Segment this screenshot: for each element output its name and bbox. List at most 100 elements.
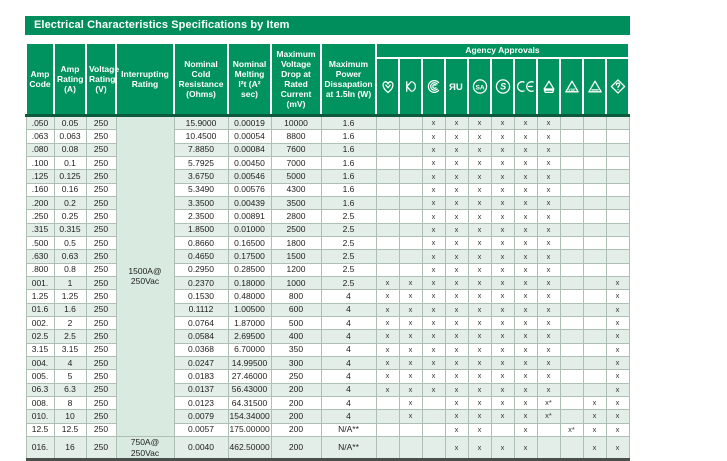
approval-mark-cell: x bbox=[444, 302, 469, 317]
power-dissipation-cell: 1.6 bbox=[320, 155, 377, 171]
approval-mark-cell: x bbox=[421, 262, 446, 277]
approval-mark-cell: x bbox=[536, 114, 561, 131]
approval-mark-cell bbox=[605, 155, 630, 171]
approval-mark-cell: x bbox=[467, 114, 492, 131]
voltage-rating-cell: 250 bbox=[85, 315, 117, 331]
amp-code-cell: .050 bbox=[25, 114, 55, 131]
approval-mark-cell: x bbox=[467, 422, 492, 437]
approval-mark-cell bbox=[375, 422, 400, 437]
voltage-rating-cell: 250 bbox=[85, 182, 117, 197]
approval-mark-cell bbox=[559, 235, 584, 251]
approval-mark-cell: x bbox=[513, 129, 538, 144]
approval-mark-cell: x bbox=[605, 369, 630, 384]
cold-resistance-cell: 7.8850 bbox=[173, 142, 229, 157]
approval-mark-cell: x bbox=[375, 289, 400, 304]
approval-mark-cell: x bbox=[605, 329, 630, 344]
approval-mark-cell: x bbox=[421, 342, 446, 357]
svg-text:SA: SA bbox=[475, 84, 484, 91]
approval-mark-cell: x* bbox=[536, 395, 561, 411]
approval-mark-cell: x bbox=[605, 382, 630, 397]
approval-mark-cell: x bbox=[375, 355, 400, 371]
voltage-rating-cell: 250 bbox=[85, 195, 117, 211]
approval-mark-cell: x bbox=[467, 209, 492, 224]
voltage-rating-cell: 250 bbox=[85, 129, 117, 144]
cold-resistance-cell: 0.0137 bbox=[173, 382, 229, 397]
cold-resistance-cell: 0.2950 bbox=[173, 262, 229, 277]
approval-mark-cell: x bbox=[444, 129, 469, 144]
ce-icon bbox=[513, 57, 538, 117]
approval-mark-cell: x bbox=[582, 409, 607, 424]
cold-resistance-cell: 5.7925 bbox=[173, 155, 229, 171]
approval-mark-cell bbox=[559, 262, 584, 277]
cold-resistance-cell: 0.0764 bbox=[173, 315, 229, 331]
approval-mark-cell: x bbox=[467, 262, 492, 277]
voltage-rating-cell: 250 bbox=[85, 382, 117, 397]
approval-mark-cell: x bbox=[467, 142, 492, 157]
approval-mark-cell bbox=[605, 262, 630, 277]
melting-i2t-cell: 462.50000 bbox=[227, 435, 272, 461]
approval-mark-cell bbox=[421, 435, 446, 461]
amp-code-cell: 016. bbox=[25, 435, 55, 461]
voltage-rating-cell: 250 bbox=[85, 342, 117, 357]
approval-mark-cell: x bbox=[536, 129, 561, 144]
melting-i2t-cell: 1.00500 bbox=[227, 302, 272, 317]
approval-mark-cell: x bbox=[490, 409, 515, 424]
approval-mark-cell bbox=[582, 169, 607, 184]
approval-mark-cell: x bbox=[582, 422, 607, 437]
amp-rating-cell: 0.16 bbox=[53, 182, 87, 197]
approval-mark-cell: x bbox=[421, 355, 446, 371]
approval-mark-cell bbox=[605, 195, 630, 211]
approval-mark-cell bbox=[605, 222, 630, 237]
power-dissipation-cell: 4 bbox=[320, 289, 377, 304]
approval-mark-cell: x bbox=[444, 275, 469, 291]
voltage-rating-cell: 250 bbox=[85, 435, 117, 461]
approval-mark-cell bbox=[582, 114, 607, 131]
amp-rating-cell: 2.5 bbox=[53, 329, 87, 344]
voltage-rating-cell: 250 bbox=[85, 409, 117, 424]
approval-mark-cell: x bbox=[536, 169, 561, 184]
approval-mark-cell: x bbox=[467, 395, 492, 411]
approval-mark-cell bbox=[559, 302, 584, 317]
approval-mark-cell: x bbox=[605, 422, 630, 437]
amp-code-cell: 004. bbox=[25, 355, 55, 371]
approval-mark-cell: x bbox=[467, 169, 492, 184]
approval-mark-cell: x bbox=[536, 329, 561, 344]
voltage-drop-cell: 7600 bbox=[270, 142, 322, 157]
approval-mark-cell: x bbox=[513, 342, 538, 357]
approval-mark-cell bbox=[398, 155, 423, 171]
approval-mark-cell: x bbox=[398, 382, 423, 397]
amp-code-cell: .100 bbox=[25, 155, 55, 171]
power-dissipation-cell: 2.5 bbox=[320, 222, 377, 237]
approval-mark-cell bbox=[375, 409, 400, 424]
approval-mark-cell bbox=[559, 409, 584, 424]
approval-mark-cell: x bbox=[444, 222, 469, 237]
power-dissipation-cell: 2.5 bbox=[320, 275, 377, 291]
cold-resistance-cell: 0.1530 bbox=[173, 289, 229, 304]
svg-text:ЯU: ЯU bbox=[449, 82, 463, 93]
agency-icons-row: ЯU SA S VDE bbox=[26, 57, 630, 117]
approval-mark-cell: x bbox=[444, 114, 469, 131]
approval-mark-cell: x bbox=[398, 395, 423, 411]
table-row: 3.15 3.15 250 0.0368 6.70000 350 4 x x x x x x x x x bbox=[25, 342, 630, 357]
amp-rating-cell: 6.3 bbox=[53, 382, 87, 397]
cold-resistance-cell: 0.1112 bbox=[173, 302, 229, 317]
melting-i2t-cell: 0.00891 bbox=[227, 209, 272, 224]
approval-mark-cell: x bbox=[467, 235, 492, 251]
approval-mark-cell: x bbox=[536, 235, 561, 251]
cold-resistance-cell: 3.6750 bbox=[173, 169, 229, 184]
approval-mark-cell bbox=[559, 355, 584, 371]
approval-mark-cell bbox=[398, 262, 423, 277]
table-row: .080 0.08 250 7.8850 0.00084 7600 1.6 x x x x x x bbox=[25, 142, 630, 157]
power-dissipation-cell: 1.6 bbox=[320, 195, 377, 211]
table-row: .200 0.2 250 3.3500 0.00439 3500 1.6 x x x x x x bbox=[25, 195, 630, 211]
approval-mark-cell bbox=[398, 169, 423, 184]
approval-mark-cell: x bbox=[398, 409, 423, 424]
approval-mark-cell: x bbox=[421, 195, 446, 211]
approval-mark-cell: x bbox=[467, 355, 492, 371]
approval-mark-cell: x bbox=[444, 262, 469, 277]
diamond-icon bbox=[605, 57, 630, 117]
approval-mark-cell: x bbox=[467, 302, 492, 317]
voltage-rating-cell: 250 bbox=[85, 142, 117, 157]
amp-rating-cell: 0.315 bbox=[53, 222, 87, 237]
approval-mark-cell: x bbox=[490, 142, 515, 157]
